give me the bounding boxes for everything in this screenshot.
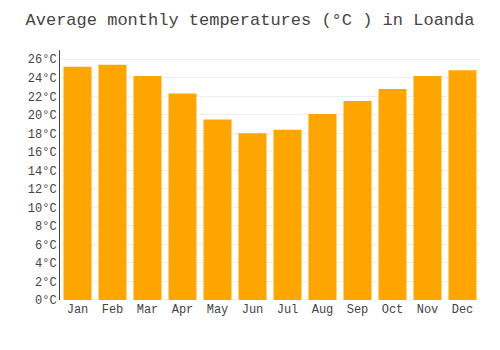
svg-text:2°C: 2°C [35, 276, 57, 290]
svg-text:16°C: 16°C [28, 146, 57, 160]
svg-text:Jun: Jun [242, 303, 264, 317]
svg-text:22°C: 22°C [28, 91, 57, 105]
svg-text:Apr: Apr [172, 303, 194, 317]
svg-text:Jan: Jan [67, 303, 89, 317]
svg-text:May: May [207, 303, 229, 317]
svg-text:Feb: Feb [102, 303, 124, 317]
svg-text:14°C: 14°C [28, 165, 57, 179]
svg-text:12°C: 12°C [28, 183, 57, 197]
svg-text:8°C: 8°C [35, 220, 57, 234]
svg-text:26°C: 26°C [28, 53, 57, 67]
svg-text:4°C: 4°C [35, 257, 57, 271]
svg-text:0°C: 0°C [35, 294, 57, 308]
svg-text:Dec: Dec [452, 303, 474, 317]
svg-text:6°C: 6°C [35, 239, 57, 253]
svg-text:10°C: 10°C [28, 202, 57, 216]
svg-text:Sep: Sep [347, 303, 369, 317]
svg-text:Oct: Oct [382, 303, 404, 317]
svg-text:Aug: Aug [312, 303, 334, 317]
svg-text:24°C: 24°C [28, 72, 57, 86]
svg-text:Average monthly temperatures (: Average monthly temperatures (°C ) in Lo… [26, 11, 475, 30]
svg-text:20°C: 20°C [28, 109, 57, 123]
svg-text:18°C: 18°C [28, 128, 57, 142]
svg-text:Jul: Jul [277, 303, 299, 317]
svg-text:Nov: Nov [417, 303, 439, 317]
svg-text:Mar: Mar [137, 303, 159, 317]
